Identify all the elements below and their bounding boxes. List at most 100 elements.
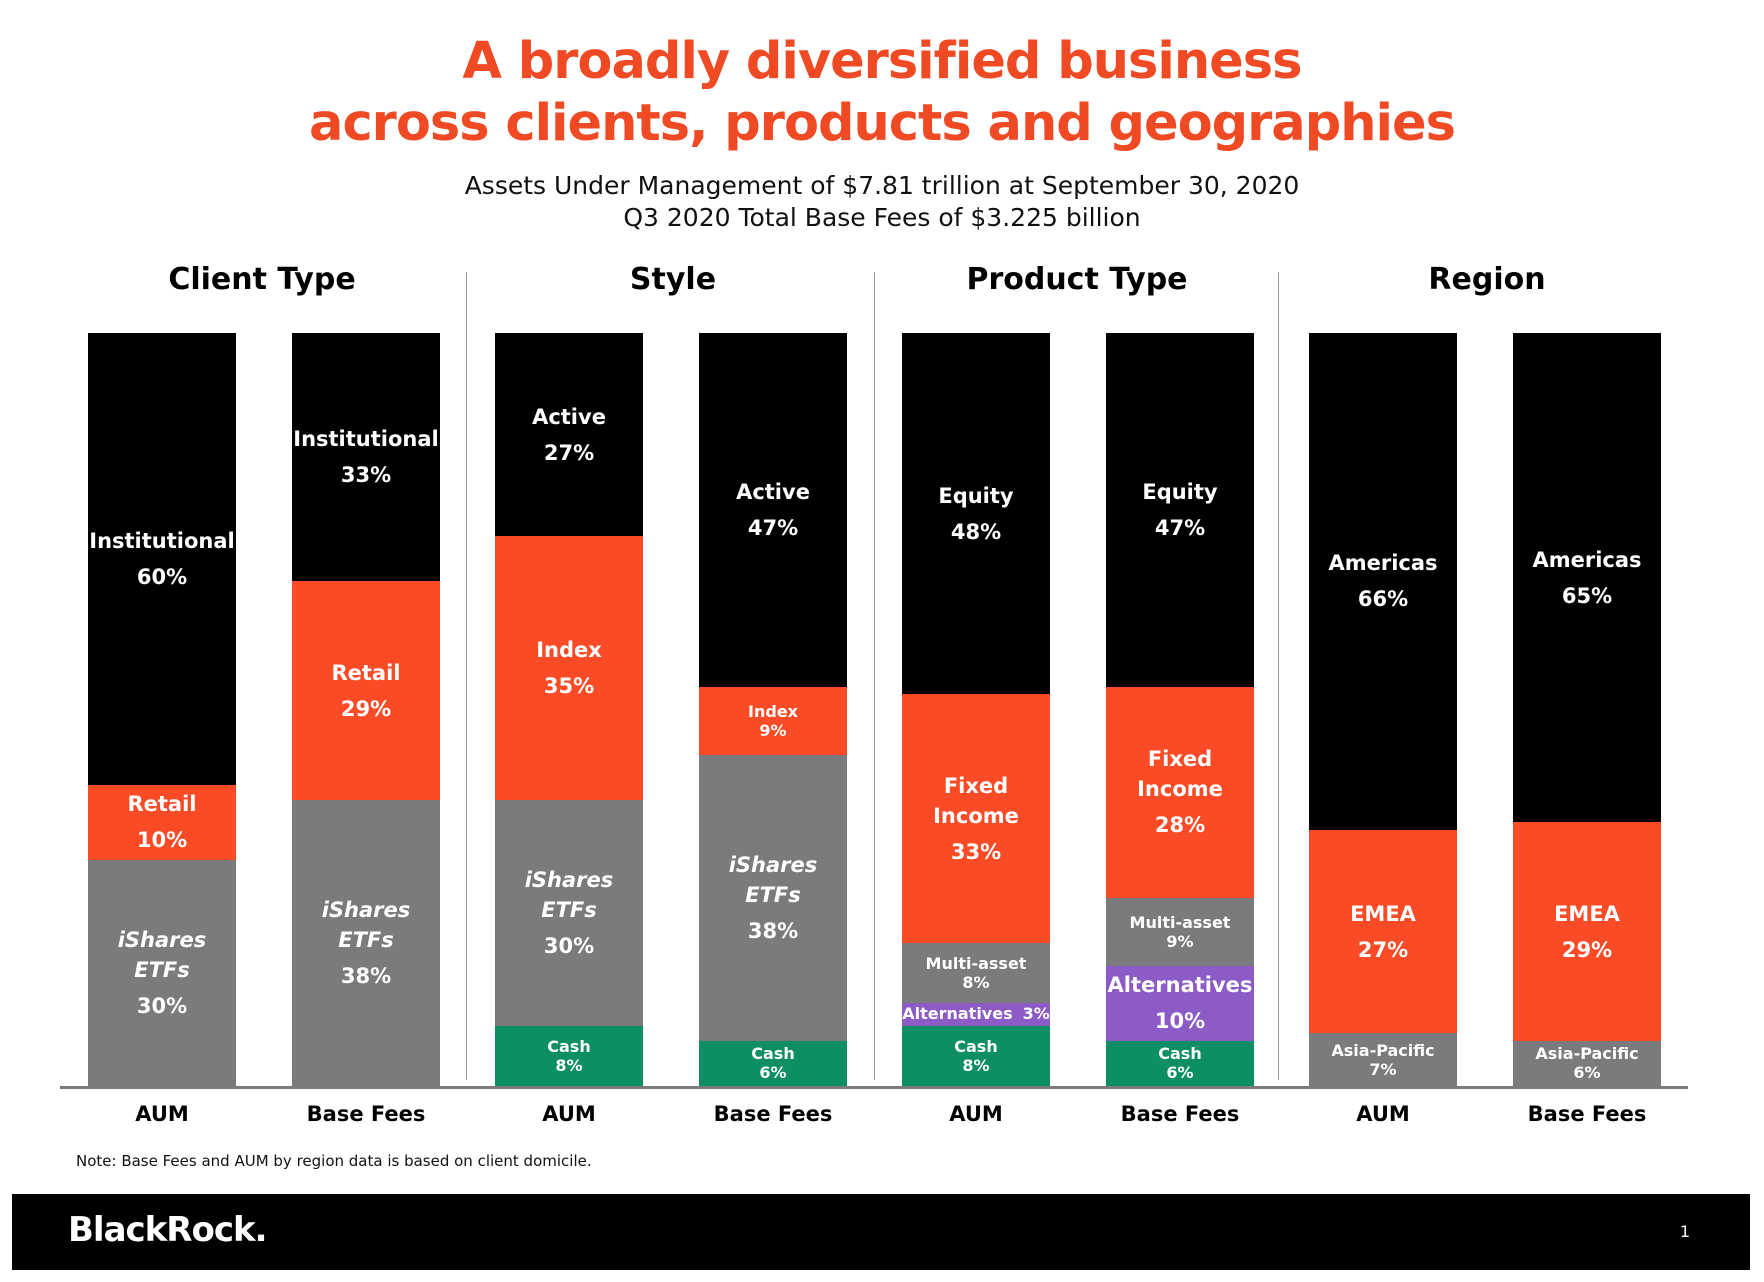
- segment-label-ishares-etfs: iShares ETFs 38%: [292, 800, 440, 1086]
- segment-value: 27%: [1357, 937, 1409, 962]
- segment-value: 60%: [136, 564, 188, 589]
- bar-product-type-base-fees: Cash 6% Alternatives 10% Multi-asset 9% Fixed …: [1106, 333, 1254, 1086]
- segment-ishares-etfs: [292, 799, 440, 1086]
- segment-label-americas: Americas 65%: [1513, 333, 1661, 822]
- segment-label-asia-pacific: Asia-Pacific 6%: [1513, 1041, 1661, 1086]
- segment-value: 29%: [1561, 937, 1613, 962]
- segment-multi-asset: [902, 942, 1050, 1004]
- footer-bar: BlackRock. 1: [12, 1194, 1750, 1270]
- panel-divider: [874, 272, 875, 1080]
- x-axis-label-base-fees: Base Fees: [306, 1102, 426, 1126]
- segment-name: Active: [532, 404, 606, 429]
- x-axis-label-aum: AUM: [135, 1102, 189, 1126]
- segment-value: 8%: [962, 1055, 990, 1075]
- segment-cash: [699, 1040, 847, 1086]
- panel-title-style: Style: [629, 262, 717, 297]
- segment-fixed-income: [902, 694, 1050, 943]
- segment-value: 6%: [1573, 1063, 1601, 1083]
- segment-value: 65%: [1561, 583, 1613, 608]
- segment-value: 10%: [1154, 1009, 1206, 1034]
- segment-alternatives: [1106, 965, 1254, 1041]
- segment-label-alternatives: Alternatives 10%: [1106, 966, 1254, 1041]
- segment-name: Cash: [751, 1044, 795, 1064]
- segment-label-institutional: Institutional 33%: [292, 333, 440, 581]
- segment-name: Multi-asset: [1129, 912, 1231, 932]
- x-axis-label-aum: AUM: [949, 1102, 1003, 1126]
- segment-americas: [1309, 333, 1457, 830]
- segment-institutional: [292, 333, 440, 582]
- footnote: Note: Base Fees and AUM by region data i…: [76, 1152, 592, 1170]
- segment-value: 6%: [759, 1063, 787, 1083]
- segment-asia-pacific: [1309, 1033, 1457, 1086]
- title-line-1: A broadly diversified business: [462, 32, 1303, 91]
- segment-asia-pacific: [1513, 1040, 1661, 1086]
- segment-name: Equity: [1142, 479, 1218, 504]
- segment-label-emea: EMEA 27%: [1309, 830, 1457, 1033]
- segment-name: iShares ETFs: [117, 928, 207, 983]
- panel-divider: [1278, 272, 1279, 1080]
- x-axis-label-base-fees: Base Fees: [1120, 1102, 1240, 1126]
- segment-name: Index: [748, 701, 798, 721]
- segment-value: 10%: [136, 828, 188, 853]
- segment-label-ishares-etfs: iShares ETFs 38%: [699, 755, 847, 1041]
- segment-name: Fixed Income: [933, 773, 1019, 828]
- segment-value: 33%: [950, 839, 1002, 864]
- segment-name: Institutional: [89, 528, 235, 553]
- panel-divider: [466, 272, 467, 1080]
- segment-label-fixed-income: Fixed Income 28%: [1106, 687, 1254, 898]
- subtitle-fees: Q3 2020 Total Base Fees of $3.225 billio…: [623, 203, 1141, 232]
- segment-name: Alternatives: [1107, 973, 1253, 998]
- segment-multi-asset: [1106, 897, 1254, 966]
- segment-label-alternatives: Alternatives 3%: [902, 1003, 1050, 1026]
- baseline: [60, 1086, 1688, 1089]
- segment-name: Americas: [1532, 547, 1642, 572]
- title-line-2: across clients, products and geographies: [309, 94, 1456, 153]
- segment-label-ishares-etfs: iShares ETFs 30%: [88, 860, 236, 1086]
- segment-label-asia-pacific: Asia-Pacific 7%: [1309, 1033, 1457, 1086]
- segment-name: Active: [736, 479, 810, 504]
- segment-fixed-income: [1106, 686, 1254, 898]
- panel-title-region: Region: [1428, 262, 1546, 297]
- segment-value: 6%: [1166, 1063, 1194, 1083]
- segment-emea: [1513, 822, 1661, 1041]
- segment-label-cash: Cash 6%: [699, 1041, 847, 1086]
- segment-name: iShares ETFs: [524, 867, 614, 922]
- subtitle-aum: Assets Under Management of $7.81 trillio…: [464, 171, 1300, 200]
- segment-cash: [1106, 1040, 1254, 1086]
- segment-value: 33%: [340, 463, 392, 488]
- panel-title-client-type: Client Type: [168, 262, 356, 297]
- segment-label-cash: Cash 6%: [1106, 1041, 1254, 1086]
- page-number: 1: [1679, 1222, 1690, 1241]
- segment-name: Asia-Pacific: [1535, 1044, 1639, 1064]
- segment-value: 27%: [543, 440, 595, 465]
- segment-value: 8%: [962, 973, 990, 993]
- segment-value: 28%: [1154, 813, 1206, 838]
- segment-name: EMEA: [1350, 901, 1416, 926]
- blackrock-logo: BlackRock.: [68, 1210, 267, 1250]
- segment-cash: [495, 1025, 643, 1086]
- segment-equity: [1106, 333, 1254, 687]
- segment-value: 47%: [747, 515, 799, 540]
- segment-value: 35%: [543, 674, 595, 699]
- bar-client-type-aum: iShares ETFs 30% Retail 10% Institutional 60%: [88, 333, 236, 1086]
- segment-value: 9%: [1166, 931, 1194, 951]
- segment-cash: [902, 1025, 1050, 1086]
- segment-name: Institutional: [293, 427, 439, 452]
- segment-name: EMEA: [1554, 901, 1620, 926]
- segment-label-retail: Retail 10%: [88, 785, 236, 860]
- panel-title-product-type: Product Type: [966, 262, 1188, 297]
- segment-label-equity: Equity 47%: [1106, 333, 1254, 687]
- segment-value: 3%: [1022, 1004, 1050, 1024]
- segment-index: [699, 686, 847, 755]
- x-axis-label-base-fees: Base Fees: [713, 1102, 833, 1126]
- segment-value: 47%: [1154, 515, 1206, 540]
- segment-label-emea: EMEA 29%: [1513, 822, 1661, 1040]
- segment-value: 30%: [136, 994, 188, 1019]
- segment-active: [495, 333, 643, 537]
- segment-name: iShares ETFs: [728, 852, 818, 907]
- segment-index: [495, 536, 643, 800]
- segment-name: Retail: [127, 792, 197, 817]
- segment-value: 48%: [950, 519, 1002, 544]
- segment-label-americas: Americas 66%: [1309, 333, 1457, 830]
- segment-emea: [1309, 829, 1457, 1034]
